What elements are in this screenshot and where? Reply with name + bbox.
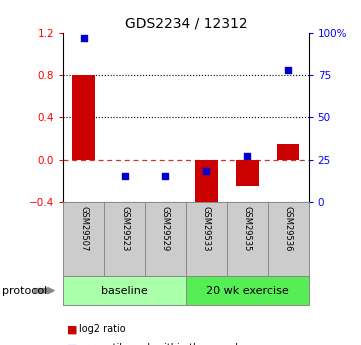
Bar [236, 159, 258, 186]
Text: GSM29533: GSM29533 [202, 206, 211, 251]
Text: GSM29523: GSM29523 [120, 206, 129, 251]
Text: ■: ■ [67, 343, 77, 345]
Text: log2 ratio: log2 ratio [79, 324, 126, 334]
Point [285, 67, 291, 73]
Text: ■: ■ [67, 324, 77, 334]
Text: protocol: protocol [2, 286, 47, 296]
Point [162, 174, 168, 179]
Text: GSM29535: GSM29535 [243, 206, 252, 251]
Text: percentile rank within the sample: percentile rank within the sample [79, 343, 244, 345]
Bar [72, 75, 95, 159]
Point [244, 154, 250, 159]
Title: GDS2234 / 12312: GDS2234 / 12312 [125, 16, 247, 30]
Text: GSM29536: GSM29536 [284, 206, 293, 251]
Point [204, 169, 209, 174]
Bar [195, 159, 218, 207]
Text: GSM29507: GSM29507 [79, 206, 88, 251]
Point [81, 35, 87, 41]
Text: GSM29529: GSM29529 [161, 206, 170, 251]
Text: 20 wk exercise: 20 wk exercise [206, 286, 289, 296]
Bar [277, 144, 299, 159]
Point [122, 174, 127, 179]
Text: baseline: baseline [101, 286, 148, 296]
